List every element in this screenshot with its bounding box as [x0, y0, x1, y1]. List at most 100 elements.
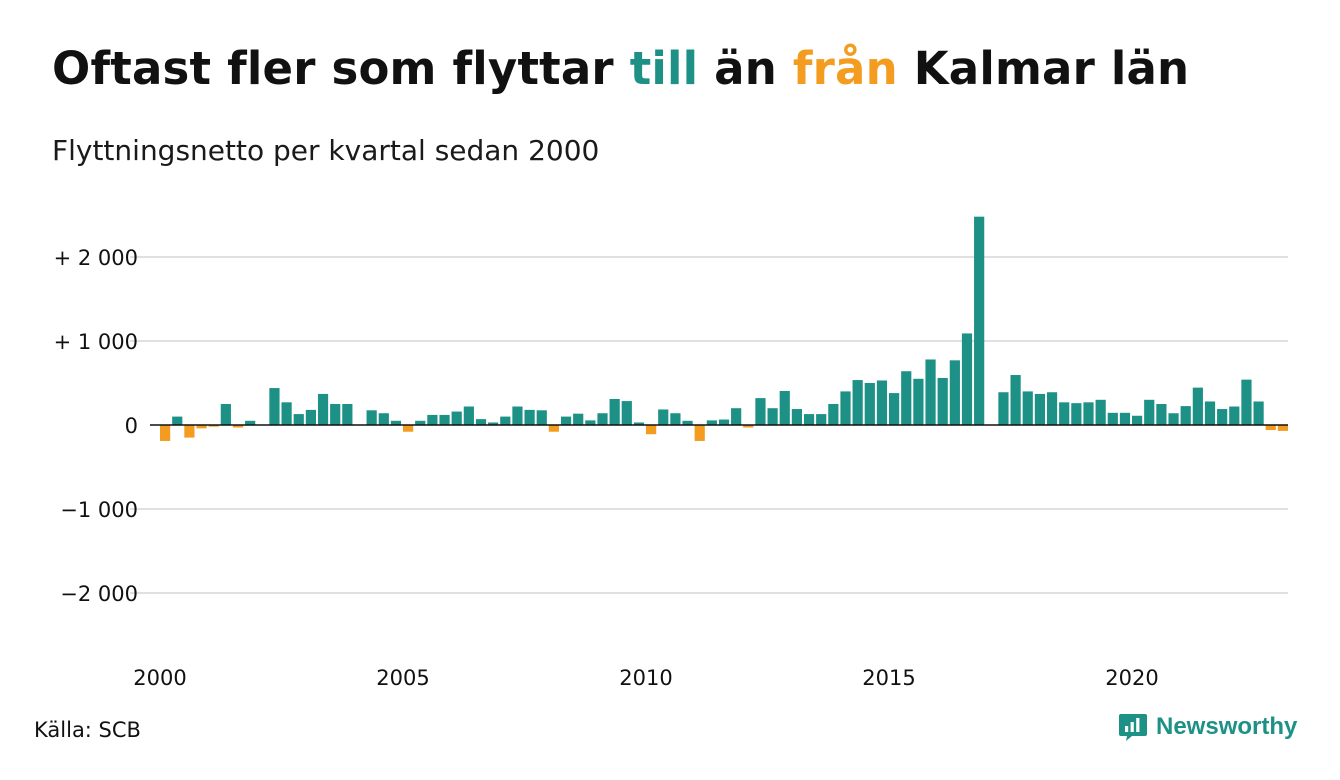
bar-positive	[305, 409, 316, 425]
bar-positive	[463, 406, 474, 425]
newsworthy-chart-logo-icon	[1119, 714, 1147, 741]
bar-negative	[403, 425, 414, 432]
bar-positive	[889, 393, 900, 425]
bar-positive	[317, 393, 329, 425]
bar-positive	[366, 410, 377, 425]
bar-positive	[1046, 392, 1058, 425]
bar-positive	[475, 419, 487, 425]
y-tick-label: + 2 000	[54, 246, 138, 270]
bar-positive	[342, 404, 353, 425]
title-fran-highlight: från	[792, 42, 898, 95]
bar-positive	[706, 420, 717, 425]
bar-positive	[949, 360, 960, 425]
bar-positive	[913, 378, 924, 425]
bar-positive	[937, 377, 948, 425]
bar-positive	[585, 420, 596, 425]
bar-negative	[743, 425, 754, 428]
bar-positive	[172, 416, 183, 425]
bar-positive	[1107, 412, 1118, 425]
bar-positive	[1022, 391, 1033, 425]
bar-positive	[573, 413, 584, 425]
bar-positive	[330, 404, 341, 425]
x-tick-label: 2010	[619, 666, 672, 690]
bar-positive	[718, 419, 730, 425]
bar-positive	[1095, 399, 1106, 425]
bar-positive	[755, 398, 766, 425]
bar-positive	[281, 402, 292, 425]
bar-positive	[1010, 375, 1021, 425]
bar-positive	[779, 390, 790, 425]
bar-positive	[670, 413, 681, 425]
bar-positive	[378, 413, 389, 425]
bar-positive	[682, 420, 693, 425]
bar-positive	[488, 422, 499, 425]
bar-positive	[925, 359, 936, 425]
bar-positive	[791, 409, 802, 425]
bar-positive	[1034, 393, 1045, 425]
bar-positive	[415, 420, 426, 425]
bar-positive	[852, 380, 863, 425]
bar-negative	[184, 425, 195, 438]
brand-name: Newsworthy	[1156, 713, 1298, 740]
bar-positive	[1156, 404, 1167, 425]
chart-subtitle: Flyttningsnetto per kvartal sedan 2000	[52, 134, 600, 167]
bar-positive	[731, 408, 742, 425]
bar-negative	[1277, 425, 1288, 431]
title-till-highlight: till	[629, 42, 699, 95]
bar-positive	[1168, 413, 1179, 425]
bar-positive	[220, 404, 231, 425]
bar-positive	[840, 391, 851, 425]
bar-positive	[974, 216, 985, 425]
bar-positive	[901, 371, 912, 425]
bar-positive	[961, 333, 973, 425]
bar-positive	[1144, 399, 1155, 425]
bar-negative	[646, 425, 657, 435]
chart-title: Oftast fler som flyttar till än från Kal…	[52, 42, 1189, 95]
bar-positive	[998, 392, 1009, 425]
bar-positive	[1241, 379, 1252, 425]
title-part2: än	[698, 42, 793, 95]
bar-positive	[864, 383, 875, 425]
bar-positive	[803, 414, 815, 425]
bar-positive	[439, 414, 450, 425]
bar-positive	[500, 416, 511, 425]
bar-positive	[293, 414, 304, 425]
bar-positive	[1083, 402, 1094, 425]
bar-positive	[828, 404, 839, 425]
bar-positive	[524, 409, 535, 425]
x-tick-label: 2015	[862, 666, 915, 690]
y-tick-label: + 1 000	[54, 330, 138, 354]
bar-positive	[1192, 387, 1203, 425]
bar-positive	[597, 413, 608, 425]
x-tick-label: 2020	[1105, 666, 1158, 690]
bar-positive	[269, 388, 280, 425]
y-tick-label: −2 000	[60, 582, 138, 606]
bar-positive	[390, 420, 402, 425]
bar-positive	[767, 408, 778, 425]
brand-logo[interactable]: Newsworthy	[1118, 712, 1297, 742]
bar-positive	[1253, 401, 1264, 425]
bar-negative	[694, 425, 705, 441]
bar-positive	[1180, 406, 1191, 425]
x-tick-label: 2005	[376, 666, 429, 690]
bar-positive	[816, 414, 827, 425]
bar-positive	[451, 411, 462, 425]
x-tick-label: 2000	[133, 666, 186, 690]
bar-positive	[876, 380, 888, 425]
bar-positive	[609, 398, 620, 425]
bar-negative	[1265, 425, 1276, 431]
bar-positive	[245, 420, 256, 425]
bar-negative	[548, 425, 559, 432]
bar-positive	[1059, 402, 1070, 425]
bar-positive	[536, 410, 547, 425]
bar-positive	[560, 416, 572, 425]
bar-negative	[232, 425, 244, 428]
bar-positive	[427, 414, 438, 425]
y-tick-label: −1 000	[60, 498, 138, 522]
bar-positive	[633, 422, 645, 425]
bar-negative	[196, 425, 207, 429]
y-tick-label: 0	[125, 414, 138, 438]
title-part1: Oftast fler som flyttar	[52, 42, 630, 95]
title-part3: Kalmar län	[897, 42, 1190, 95]
